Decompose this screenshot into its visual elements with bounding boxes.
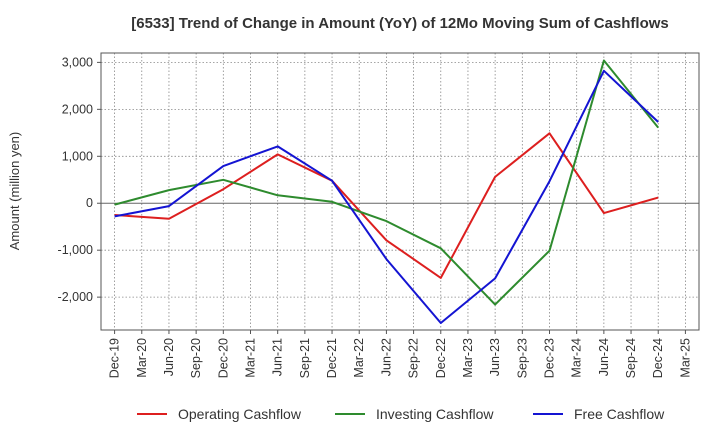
x-tick-label: Dec-21 [325,338,339,378]
series-line-investing-cashflow [114,59,659,306]
y-tick-label: 0 [86,196,93,210]
x-tick-label: Mar-23 [461,338,475,378]
x-tick-label: Jun-24 [597,338,611,376]
x-tick-label: Sep-23 [515,338,529,378]
x-tick-label: Dec-24 [651,338,665,378]
legend-label-investing-cashflow: Investing Cashflow [376,406,494,422]
series-group [114,59,659,324]
x-tick-label: Jun-21 [271,338,285,376]
x-tick-label: Mar-24 [570,338,584,378]
x-tick-label: Dec-20 [216,338,230,378]
y-tick-label: 2,000 [62,102,93,116]
legend-label-free-cashflow: Free Cashflow [574,406,665,422]
x-tick-label: Mar-25 [678,338,692,378]
x-tick-label: Sep-20 [189,338,203,378]
y-tick-label: 3,000 [62,55,93,69]
y-axis-label: Amount (million yen) [7,132,22,251]
chart-title: [6533] Trend of Change in Amount (YoY) o… [131,15,669,32]
x-tick-label: Sep-24 [624,338,638,378]
x-tick-label: Dec-23 [543,338,557,378]
x-tick-label: Jun-22 [379,338,393,376]
x-tick-label: Jun-20 [162,338,176,376]
y-tick-label: -2,000 [58,290,93,304]
y-tick-labels: 3,000 2,000 1,000 0 -1,000 -2,000 [58,55,101,304]
y-tick-label: 1,000 [62,149,93,163]
x-tick-label: Dec-22 [434,338,448,378]
legend: Operating Cashflow Investing Cashflow Free… [137,406,665,422]
x-tick-labels: Dec-19 Mar-20 Jun-20 Sep-20 Dec-20 Mar-21 Jun-… [108,330,692,378]
x-tick-label: Sep-22 [407,338,421,378]
series-line-free-cashflow [114,69,659,324]
x-tick-label: Sep-21 [298,338,312,378]
plot-frame [100,52,700,331]
x-tick-label: Mar-22 [352,338,366,378]
legend-label-operating-cashflow: Operating Cashflow [178,406,302,422]
x-tick-label: Mar-21 [244,338,258,378]
grid [101,53,699,330]
x-tick-label: Dec-19 [108,338,122,378]
series-line-operating-cashflow [114,132,659,279]
y-tick-label: -1,000 [58,243,93,257]
x-tick-label: Jun-23 [488,338,502,376]
x-tick-label: Mar-20 [135,338,149,378]
